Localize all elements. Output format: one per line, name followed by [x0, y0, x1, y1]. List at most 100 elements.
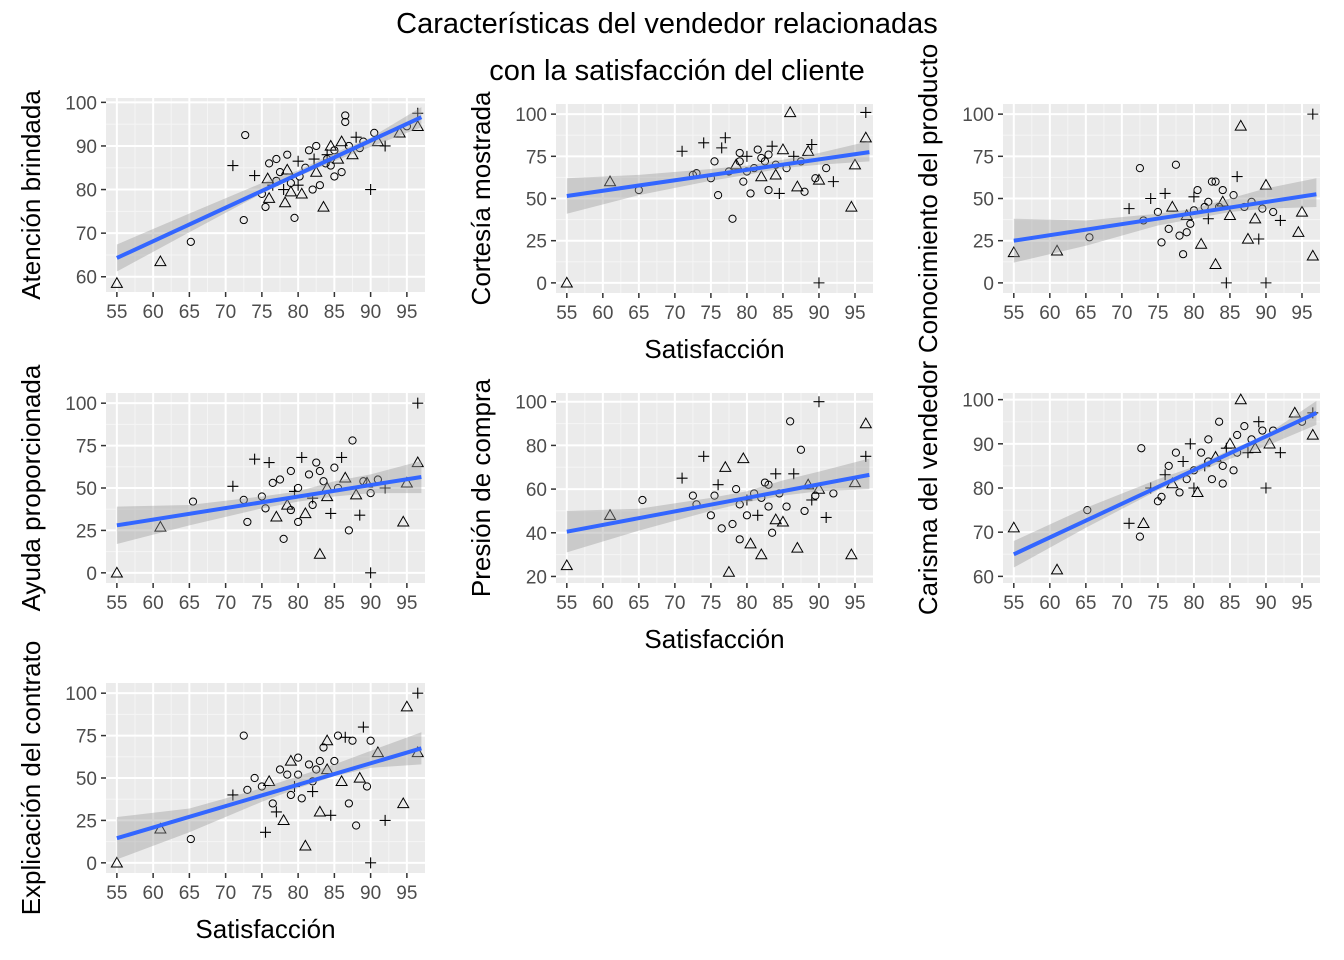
- confidence-band: [566, 141, 870, 214]
- x-tick-label: 95: [844, 303, 865, 324]
- data-point-triangle: [603, 175, 617, 187]
- data-point-triangle: [1209, 257, 1222, 269]
- data-point-triangle: [396, 515, 410, 527]
- data-point-circle: [330, 463, 339, 472]
- data-point-circle: [290, 213, 299, 222]
- confidence-band: [1013, 178, 1317, 263]
- data-point-circle: [239, 215, 248, 225]
- x-tick-label: 55: [1003, 593, 1024, 614]
- x-tick-label: 55: [106, 593, 127, 614]
- data-point-circle: [186, 834, 195, 844]
- data-point-circle: [275, 765, 285, 774]
- data-point-circle: [764, 502, 773, 511]
- x-tick-label: 80: [288, 593, 309, 614]
- x-tick-label: 70: [215, 302, 236, 323]
- facet-panel-2: 55 60 65 70 75 80 85 90 95 0 25 50 75 100 Cortesía mos…: [466, 91, 873, 364]
- data-point-circle: [1175, 231, 1184, 240]
- x-tick-label: 80: [736, 303, 757, 324]
- data-point-circle: [1085, 233, 1094, 242]
- data-point-circle: [261, 202, 270, 212]
- x-tick-label: 65: [179, 302, 200, 323]
- data-point-triangle: [1248, 212, 1262, 224]
- y-tick-label: 75: [76, 727, 97, 748]
- data-point-circle: [1175, 488, 1184, 497]
- data-point-circle: [250, 773, 259, 783]
- x-tick-label: 70: [664, 593, 685, 614]
- y-tick-label: 80: [973, 479, 994, 500]
- data-point-circle: [352, 821, 361, 830]
- data-point-plus: [412, 397, 424, 409]
- data-point-plus: [1123, 517, 1135, 529]
- data-point-circle: [366, 736, 375, 745]
- x-tick-label: 70: [215, 883, 236, 904]
- data-point-plus: [365, 567, 377, 579]
- x-tick-label: 85: [772, 593, 793, 614]
- x-axis-title: Satisfacción: [644, 624, 784, 654]
- data-point-circle: [1229, 466, 1238, 475]
- data-point-circle: [800, 506, 809, 516]
- y-axis-title: Carisma del vendedor: [913, 360, 943, 615]
- data-point-triangle: [1306, 249, 1320, 261]
- data-point-triangle: [859, 131, 873, 143]
- x-tick-label: 85: [1219, 593, 1240, 614]
- data-point-circle: [735, 148, 744, 158]
- x-tick-label: 90: [360, 883, 381, 904]
- data-point-triangle: [718, 460, 732, 472]
- data-point-plus: [249, 453, 261, 465]
- data-point-circle: [1179, 250, 1188, 259]
- regression-line: [116, 746, 422, 841]
- data-point-triangle: [1259, 178, 1273, 190]
- data-point-triangle: [371, 135, 385, 147]
- data-point-triangle: [110, 276, 124, 288]
- data-point-circle: [742, 511, 752, 520]
- data-point-circle: [286, 790, 295, 800]
- data-point-circle: [1258, 426, 1267, 435]
- data-point-plus: [813, 396, 825, 408]
- data-point-plus: [308, 153, 320, 165]
- data-point-circle: [714, 191, 723, 200]
- data-point-circle: [312, 141, 321, 151]
- data-point-circle: [1218, 185, 1227, 195]
- data-point-circle: [268, 478, 277, 488]
- y-axis-title: Cortesía mostrada: [466, 91, 496, 305]
- data-point-triangle: [349, 488, 363, 500]
- data-point-triangle: [270, 510, 283, 522]
- x-tick-label: 80: [736, 593, 757, 614]
- data-point-triangle: [280, 163, 294, 175]
- data-point-plus: [1184, 438, 1196, 450]
- y-tick-label: 90: [973, 435, 994, 456]
- x-tick-label: 60: [143, 593, 164, 614]
- data-point-triangle: [560, 276, 574, 288]
- regression-line: [116, 474, 422, 528]
- data-point-plus: [698, 137, 710, 149]
- x-tick-label: 60: [1039, 593, 1060, 614]
- data-point-triangle: [335, 774, 348, 787]
- data-point-circle: [753, 145, 762, 154]
- x-tick-label: 75: [251, 593, 272, 614]
- data-point-circle: [286, 505, 295, 515]
- x-tick-label: 85: [772, 303, 793, 324]
- data-point-plus: [263, 457, 275, 469]
- data-point-triangle: [1194, 237, 1208, 249]
- data-point-circle: [1137, 444, 1146, 453]
- x-tick-label: 55: [556, 303, 577, 324]
- data-point-plus: [278, 184, 290, 196]
- data-point-triangle: [801, 144, 815, 156]
- data-point-plus: [1274, 214, 1286, 226]
- panel-background: [556, 393, 873, 583]
- data-point-triangle: [346, 148, 359, 160]
- facet-panel-4: 55 60 65 70 75 80 85 90 95 0 25 50 75 100 Ayuda propor…: [16, 364, 425, 614]
- data-point-circle: [1207, 177, 1217, 186]
- x-tick-label: 70: [664, 303, 685, 324]
- data-point-triangle: [776, 143, 790, 155]
- data-point-plus: [1260, 277, 1272, 289]
- data-point-triangle: [261, 172, 275, 184]
- data-point-circle: [688, 491, 697, 500]
- x-tick-label: 85: [1219, 303, 1240, 324]
- y-axis-title: Presión de compra: [466, 378, 496, 597]
- data-point-triangle: [396, 796, 410, 809]
- data-point-circle: [1153, 207, 1162, 217]
- data-point-triangle: [783, 105, 797, 118]
- data-point-triangle: [754, 548, 768, 560]
